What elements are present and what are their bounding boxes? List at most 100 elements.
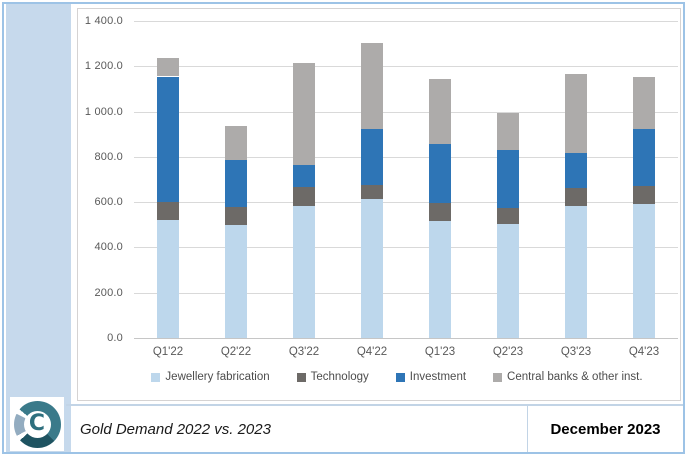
x-tick-label: Q4'22 bbox=[356, 346, 388, 358]
legend-item: Jewellery fabrication bbox=[151, 371, 270, 383]
y-axis: 1 400.0 1 200.0 1 000.0 800.0 600.0 400.0 200.… bbox=[78, 15, 128, 344]
bar-slot bbox=[610, 21, 678, 338]
bar-q2-22 bbox=[225, 21, 247, 338]
bar-segment-jewellery-fabrication bbox=[633, 204, 655, 338]
footer-date: December 2023 bbox=[550, 420, 661, 438]
bar-segment-central-banks-other-inst- bbox=[293, 62, 315, 166]
chart-title: Gold Demand 2022 vs. 2023 bbox=[80, 420, 271, 438]
x-tick-label: Q1'23 bbox=[424, 346, 456, 358]
legend-swatch-icon bbox=[395, 372, 405, 382]
bar-segment-central-banks-other-inst- bbox=[565, 73, 587, 154]
x-tick-label: Q3'23 bbox=[560, 346, 592, 358]
bar-series bbox=[134, 21, 678, 338]
legend-label: Investment bbox=[409, 371, 467, 383]
bar-slot bbox=[134, 21, 202, 338]
bar-segment-central-banks-other-inst- bbox=[157, 57, 179, 77]
bar-segment-investment bbox=[225, 159, 247, 208]
bar-segment-investment bbox=[497, 150, 519, 208]
logo-letter: C bbox=[23, 410, 51, 438]
bar-segment-jewellery-fabrication bbox=[225, 224, 247, 338]
bar-slot bbox=[474, 21, 542, 338]
legend-item: Central banks & other inst. bbox=[493, 371, 643, 383]
bar-q1-22 bbox=[157, 21, 179, 338]
bar-segment-jewellery-fabrication bbox=[565, 205, 587, 338]
y-tick-label: 1 400.0 bbox=[84, 15, 123, 27]
y-tick-label: 400.0 bbox=[94, 241, 123, 253]
y-tick-label: 0.0 bbox=[107, 332, 123, 344]
logo-c-icon: C bbox=[13, 400, 61, 448]
gridline bbox=[134, 66, 678, 67]
footer-divider-line bbox=[66, 404, 683, 406]
bar-segment-technology bbox=[497, 207, 519, 224]
bar-segment-technology bbox=[293, 187, 315, 206]
chart-container: 1 400.0 1 200.0 1 000.0 800.0 600.0 400.0 200.… bbox=[77, 8, 681, 401]
bar-segment-technology bbox=[633, 186, 655, 205]
bar-slot bbox=[406, 21, 474, 338]
legend-swatch-icon bbox=[296, 372, 306, 382]
bar-segment-investment bbox=[293, 165, 315, 188]
gridline bbox=[134, 293, 678, 294]
bar-segment-technology bbox=[225, 207, 247, 225]
bar-segment-jewellery-fabrication bbox=[157, 220, 179, 338]
x-axis: Q1'22 Q2'22 Q3'22 Q4'22 Q1'23 Q2'23 Q3'23 Q4'23 bbox=[134, 346, 678, 358]
bar-segment-jewellery-fabrication bbox=[429, 221, 451, 338]
bar-segment-investment bbox=[565, 153, 587, 188]
date-cell: December 2023 bbox=[528, 406, 683, 452]
gridline bbox=[134, 247, 678, 248]
bar-q1-23 bbox=[429, 21, 451, 338]
footer-vertical-divider bbox=[527, 406, 528, 452]
legend-label: Technology bbox=[310, 371, 369, 383]
gridline bbox=[134, 157, 678, 158]
bar-q4-23 bbox=[633, 21, 655, 338]
bar-segment-jewellery-fabrication bbox=[497, 223, 519, 338]
bar-q3-23 bbox=[565, 21, 587, 338]
bar-segment-jewellery-fabrication bbox=[293, 205, 315, 338]
bar-segment-technology bbox=[565, 187, 587, 206]
legend: Jewellery fabrication Technology Investmen… bbox=[118, 371, 676, 383]
legend-item: Investment bbox=[395, 371, 467, 383]
legend-item: Technology bbox=[296, 371, 369, 383]
bar-segment-central-banks-other-inst- bbox=[429, 78, 451, 144]
bar-q4-22 bbox=[361, 21, 383, 338]
bar-segment-technology bbox=[157, 202, 179, 221]
bar-segment-central-banks-other-inst- bbox=[361, 42, 383, 129]
bar-slot bbox=[542, 21, 610, 338]
bar-segment-central-banks-other-inst- bbox=[633, 77, 655, 130]
legend-swatch-icon bbox=[151, 372, 161, 382]
plot-area bbox=[134, 21, 678, 339]
y-tick-label: 200.0 bbox=[94, 287, 123, 299]
left-accent-band bbox=[6, 4, 71, 452]
bar-segment-technology bbox=[429, 203, 451, 222]
gridline bbox=[134, 112, 678, 113]
bar-segment-investment bbox=[429, 143, 451, 204]
bar-slot bbox=[338, 21, 406, 338]
legend-label: Jewellery fabrication bbox=[165, 371, 270, 383]
bar-segment-jewellery-fabrication bbox=[361, 198, 383, 338]
logo: C bbox=[10, 397, 64, 451]
gridline bbox=[134, 202, 678, 203]
gridline bbox=[134, 338, 678, 339]
bar-segment-investment bbox=[633, 129, 655, 187]
x-tick-label: Q4'23 bbox=[628, 346, 660, 358]
bar-slot bbox=[270, 21, 338, 338]
bar-q3-22 bbox=[293, 21, 315, 338]
bar-q2-23 bbox=[497, 21, 519, 338]
bar-segment-central-banks-other-inst- bbox=[225, 125, 247, 160]
gridline bbox=[134, 21, 678, 22]
x-tick-label: Q2'23 bbox=[492, 346, 524, 358]
legend-swatch-icon bbox=[493, 372, 503, 382]
y-tick-label: 800.0 bbox=[94, 151, 123, 163]
bar-segment-investment bbox=[157, 76, 179, 203]
bar-segment-technology bbox=[361, 185, 383, 199]
x-tick-label: Q3'22 bbox=[288, 346, 320, 358]
y-tick-label: 600.0 bbox=[94, 196, 123, 208]
bar-segment-central-banks-other-inst- bbox=[497, 113, 519, 151]
y-tick-label: 1 200.0 bbox=[84, 60, 123, 72]
legend-label: Central banks & other inst. bbox=[507, 371, 643, 383]
x-tick-label: Q2'22 bbox=[220, 346, 252, 358]
x-tick-label: Q1'22 bbox=[152, 346, 184, 358]
bar-segment-investment bbox=[361, 128, 383, 186]
bar-slot bbox=[202, 21, 270, 338]
y-tick-label: 1 000.0 bbox=[84, 106, 123, 118]
